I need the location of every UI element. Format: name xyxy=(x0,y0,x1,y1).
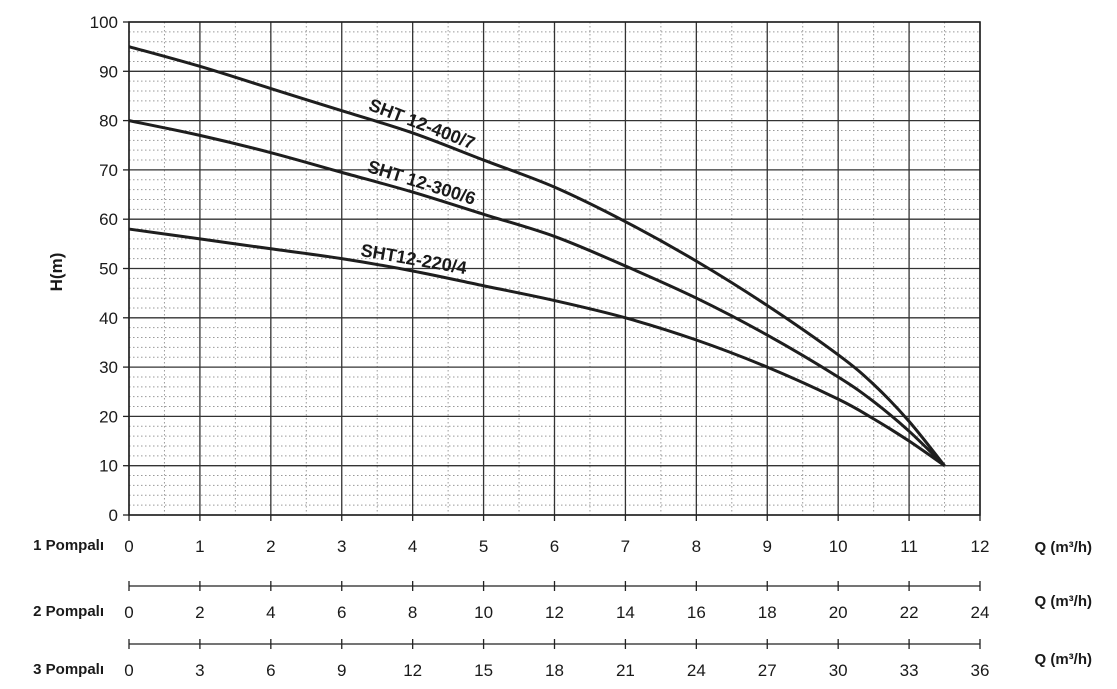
y-tick-label: 60 xyxy=(99,210,118,229)
x-tick-label: 18 xyxy=(545,661,564,680)
y-tick-label: 30 xyxy=(99,358,118,377)
x-tick-label: 6 xyxy=(550,537,559,556)
x-tick-label: 18 xyxy=(758,603,777,622)
x-tick-label: 27 xyxy=(758,661,777,680)
x-tick-label: 15 xyxy=(474,661,493,680)
major-grid xyxy=(128,21,981,516)
x-tick-label: 24 xyxy=(971,603,990,622)
x-tick-label: 7 xyxy=(621,537,630,556)
x-tick-label: 36 xyxy=(971,661,990,680)
x-axis-unit-label: Q (m³/h) xyxy=(1035,651,1093,668)
y-tick-label: 40 xyxy=(99,309,118,328)
x-tick-label: 3 xyxy=(195,661,204,680)
x-axis-row-label: 3 Pompalı xyxy=(33,661,104,678)
y-tick-label: 70 xyxy=(99,161,118,180)
x-tick-label: 14 xyxy=(616,603,635,622)
x-tick-label: 20 xyxy=(829,603,848,622)
x-tick-label: 22 xyxy=(900,603,919,622)
x-tick-label: 10 xyxy=(829,537,848,556)
x-tick-label: 9 xyxy=(763,537,772,556)
curve-2 xyxy=(128,119,946,467)
x-tick-label: 5 xyxy=(479,537,488,556)
x-tick-label: 33 xyxy=(900,661,919,680)
y-tick-label: 80 xyxy=(99,112,118,131)
x-tick-label: 30 xyxy=(829,661,848,680)
x-axis-unit-label: Q (m³/h) xyxy=(1035,593,1093,610)
curve-1 xyxy=(128,45,946,467)
x-tick-label: 8 xyxy=(692,537,701,556)
y-axis-label: H(m) xyxy=(47,253,66,292)
y-axis-ticks: 0 10 20 30 40 50 60 70 80 90 100 xyxy=(90,13,129,525)
x-axis-row-label: 1 Pompalı xyxy=(33,537,104,554)
x-tick-label: 21 xyxy=(616,661,635,680)
x-tick-label: 6 xyxy=(266,661,275,680)
x-axis-row-1: 0 1 2 3 4 5 6 7 8 9 10 11 121 Pompalı Q (m³/h) xyxy=(33,515,1092,556)
y-tick-label: 50 xyxy=(99,260,118,279)
x-tick-label: 2 xyxy=(195,603,204,622)
x-tick-label: 16 xyxy=(687,603,706,622)
x-tick-label: 6 xyxy=(337,603,346,622)
x-axis-row-label: 2 Pompalı xyxy=(33,603,104,620)
x-tick-label: 11 xyxy=(900,537,918,556)
x-tick-label: 10 xyxy=(474,603,493,622)
x-tick-label: 3 xyxy=(337,537,346,556)
x-axis-unit-label: Q (m³/h) xyxy=(1035,539,1093,556)
y-tick-label: 10 xyxy=(99,457,118,476)
x-tick-label: 24 xyxy=(687,661,706,680)
curve-3 xyxy=(128,227,946,467)
x-tick-label: 4 xyxy=(408,537,417,556)
x-tick-label: 12 xyxy=(971,537,990,556)
x-tick-label: 0 xyxy=(124,603,133,622)
x-tick-label: 9 xyxy=(337,661,346,680)
x-tick-label: 0 xyxy=(124,661,133,680)
y-tick-label: 0 xyxy=(109,506,118,525)
x-tick-label: 2 xyxy=(266,537,275,556)
y-tick-label: 20 xyxy=(99,407,118,426)
x-tick-label: 1 xyxy=(195,537,204,556)
x-tick-label: 12 xyxy=(545,603,564,622)
x-tick-label: 8 xyxy=(408,603,417,622)
x-axes: 0 1 2 3 4 5 6 7 8 9 10 11 121 Pompalı Q (m³/h)0 2 4 6 8 10… xyxy=(33,515,1092,680)
y-tick-label: 90 xyxy=(99,62,118,81)
y-tick-label: 100 xyxy=(90,13,118,32)
x-tick-label: 4 xyxy=(266,603,275,622)
x-tick-label: 0 xyxy=(124,537,133,556)
x-tick-label: 12 xyxy=(403,661,422,680)
